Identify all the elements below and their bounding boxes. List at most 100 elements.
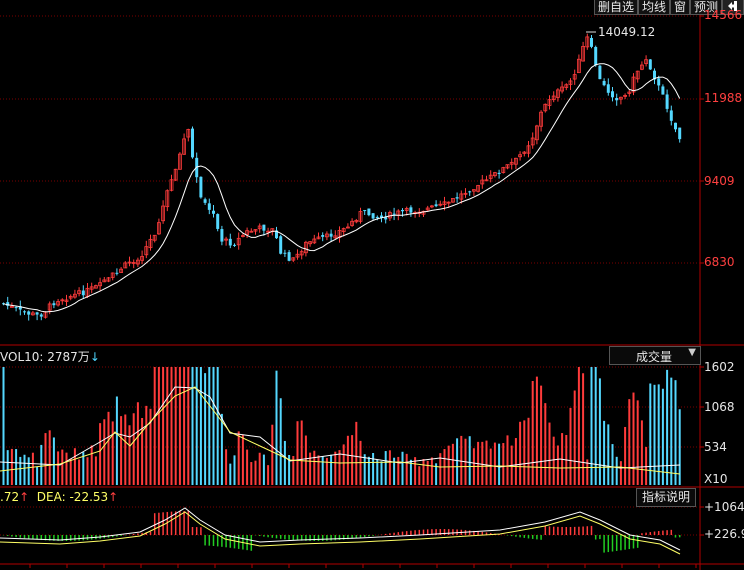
price-candle-body — [463, 192, 468, 195]
price-candle-body — [665, 94, 669, 109]
price-candle-body — [253, 229, 258, 232]
price-candle-body — [47, 303, 52, 311]
price-candle-body — [182, 138, 187, 155]
volume-axis-label-1: 1602 — [704, 360, 735, 374]
price-candle-body — [329, 233, 333, 237]
price-candle-body — [450, 198, 455, 203]
price-candle-body — [262, 224, 266, 231]
price-candle-body — [177, 153, 182, 170]
price-candle-body — [518, 154, 522, 158]
price-axis-label-4: 6830 — [704, 255, 735, 269]
price-candle-body — [429, 205, 434, 208]
macd-dea-line — [0, 511, 681, 555]
price-candle-body — [514, 157, 518, 165]
price-candle-body — [169, 179, 174, 191]
price-candle-body — [345, 226, 350, 229]
volume-legend-prefix: VOL10: — [0, 350, 48, 364]
price-candle-body — [312, 238, 317, 244]
price-candle-body — [644, 59, 648, 64]
remove-watchlist-button[interactable]: 删自选 — [593, 0, 638, 15]
price-candle-body — [602, 80, 606, 86]
price-candle-body — [556, 89, 560, 98]
exit-arrow-icon — [728, 1, 737, 11]
price-candle-body — [9, 305, 14, 308]
price-candle-body — [611, 91, 614, 98]
volume-ma10-line — [0, 386, 681, 475]
price-candle-body — [148, 238, 153, 249]
price-axis-label-1: 14566 — [704, 8, 743, 22]
price-candle-body — [619, 96, 623, 100]
price-candle-body — [257, 225, 262, 230]
price-candle-body — [275, 230, 278, 239]
price-candle-body — [224, 238, 229, 241]
price-axis-label-3: 9409 — [704, 174, 735, 188]
price-candle-body — [380, 215, 383, 218]
volume-bars — [2, 367, 681, 485]
price-candle-body — [471, 189, 476, 192]
window-button[interactable]: 窗 — [669, 0, 690, 15]
price-candle-body — [316, 236, 321, 240]
price-candle-body — [653, 70, 656, 80]
price-candle-body — [308, 241, 313, 245]
price-candle-body — [476, 185, 481, 192]
macd-dea-value: DEA: -22.53 — [36, 490, 109, 504]
up-arrow-icon-2: ↑ — [108, 490, 119, 504]
volume-legend: VOL10: 2787万↓ — [0, 348, 100, 365]
price-candle-body — [291, 257, 296, 261]
price-candle-body — [581, 46, 585, 62]
price-candle-body — [648, 59, 652, 70]
price-candle-body — [173, 168, 178, 181]
macd-axis-label-2: +226.9 — [704, 527, 744, 541]
price-candle-body — [23, 311, 26, 313]
price-candle-body — [590, 37, 593, 47]
price-candle-body — [585, 36, 590, 48]
price-candle-body — [64, 299, 69, 302]
price-candle-body — [468, 191, 472, 193]
time-axis-ticks — [29, 564, 697, 568]
price-candle-body — [543, 103, 548, 112]
down-arrow-icon: ↓ — [89, 350, 100, 364]
price-candle-body — [551, 95, 556, 101]
price-candles — [2, 33, 682, 321]
price-candle-body — [191, 128, 194, 158]
price-candle-body — [497, 172, 501, 175]
price-candle-body — [233, 244, 236, 246]
price-candle-body — [526, 145, 531, 154]
indicator-dropdown[interactable]: 成交量 ▼ — [609, 346, 701, 365]
volume-ma-lines — [0, 386, 681, 475]
price-candle-body — [674, 122, 677, 130]
price-candle-body — [669, 110, 673, 121]
price-candle-body — [94, 285, 98, 289]
price-candle-body — [2, 303, 5, 305]
price-candle-body — [354, 220, 359, 223]
price-candle-body — [631, 76, 636, 93]
price-candle-body — [98, 282, 102, 287]
price-candle-body — [577, 58, 581, 74]
price-candle-body — [434, 204, 438, 207]
price-candle-body — [6, 302, 10, 306]
price-candle-body — [266, 230, 271, 233]
price-candle-body — [375, 216, 379, 218]
price-candle-body — [623, 94, 627, 97]
forecast-button[interactable]: 预测 — [689, 0, 722, 15]
price-candle-body — [371, 213, 375, 219]
price-candle-body — [594, 47, 598, 66]
price-axis-label-2: 11988 — [704, 91, 743, 105]
price-candle-body — [459, 193, 464, 200]
price-candle-body — [615, 98, 619, 101]
price-candle-body — [661, 86, 665, 95]
volume-unit-label: X10 — [704, 472, 728, 486]
price-candle-body — [140, 256, 145, 261]
price-candle-body — [18, 306, 22, 310]
price-candle-body — [35, 312, 39, 315]
price-candle-body — [207, 203, 211, 210]
price-candle-body — [324, 233, 329, 238]
price-candle-body — [363, 210, 367, 212]
moving-average-button[interactable]: 均线 — [637, 0, 670, 15]
price-candle-body — [279, 236, 283, 254]
price-candle-body — [480, 179, 485, 185]
price-candle-body — [530, 137, 535, 146]
price-candle-body — [236, 237, 241, 246]
indicator-help-button[interactable]: 指标说明 — [636, 488, 696, 507]
price-max-label: 14049.12 — [598, 25, 656, 39]
